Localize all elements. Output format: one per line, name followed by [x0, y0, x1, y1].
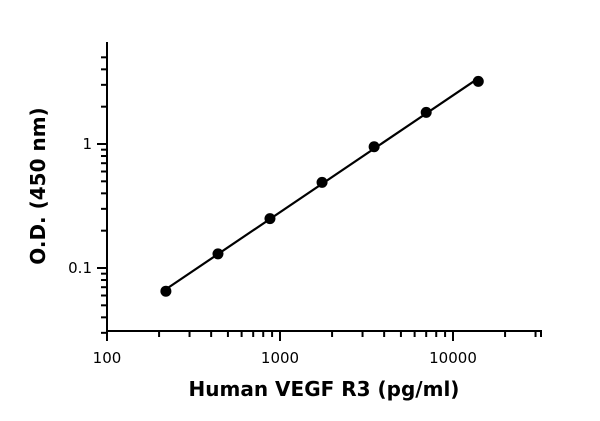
data-point — [472, 75, 484, 87]
y-ticks: 0.11 — [68, 56, 107, 334]
data-point — [160, 285, 172, 297]
data-points — [160, 75, 484, 297]
x-ticks: 100 1000 10000 — [93, 331, 542, 367]
axes: 100 1000 10000 0.11 — [68, 42, 542, 367]
y-axis-title: O.D. (450 nm) — [26, 107, 50, 264]
x-tick-label: 1000 — [261, 349, 299, 367]
data-point — [420, 106, 432, 118]
x-axis-title: Human VEGF R3 (pg/ml) — [189, 377, 460, 401]
x-tick-label: 100 — [93, 349, 122, 367]
data-point — [316, 176, 328, 188]
data-point — [264, 213, 276, 225]
data-point — [368, 141, 380, 153]
x-tick-label: 10000 — [429, 349, 477, 367]
y-tick-label: 0.1 — [68, 259, 92, 277]
y-tick-label: 1 — [82, 135, 92, 153]
data-point — [212, 248, 224, 260]
